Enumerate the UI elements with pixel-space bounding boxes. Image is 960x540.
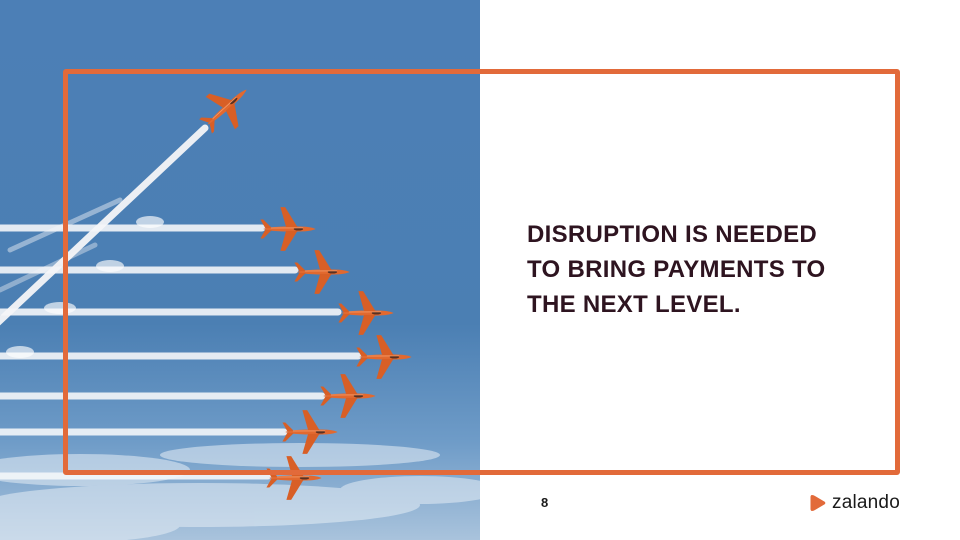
headline-line-3: THE NEXT LEVEL. xyxy=(527,291,741,318)
zalando-logo-icon xyxy=(810,495,826,511)
brand-logo: zalando xyxy=(808,490,900,516)
page-number: 8 xyxy=(541,495,549,510)
accent-frame xyxy=(63,69,900,475)
brand-name: zalando xyxy=(832,492,900,513)
headline: DISRUPTION IS NEEDED TO BRING PAYMENTS T… xyxy=(527,217,887,322)
jet-formation-image xyxy=(0,0,480,540)
headline-line-1: DISRUPTION IS NEEDED xyxy=(527,221,818,248)
headline-line-2: TO BRING PAYMENTS TO xyxy=(527,256,826,283)
